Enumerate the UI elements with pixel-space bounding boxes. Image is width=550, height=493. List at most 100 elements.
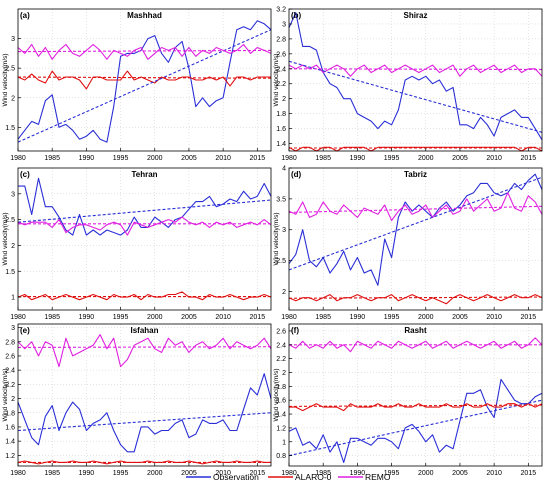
panel-title: Rasht xyxy=(404,326,427,335)
y-tick-label: 2.6 xyxy=(276,51,286,58)
panel-label: (b) xyxy=(291,11,302,20)
x-tick-label: 2015 xyxy=(250,155,266,162)
y-tick-label: 2.5 xyxy=(5,217,15,224)
x-tick-label: 1985 xyxy=(315,155,331,162)
y-tick-label: 2.4 xyxy=(276,66,286,73)
series-line-observation xyxy=(288,12,543,141)
panel-5: 1980 1985 1990 1995 2000 2005 2010 2015 0.8 1 1.2 1… xyxy=(273,323,543,477)
y-tick-label: 1.6 xyxy=(276,398,286,405)
y-axis-label: Wind velocity(m/s) xyxy=(2,212,9,265)
y-tick-label: 2.4 xyxy=(5,368,15,375)
trend-line-alaro xyxy=(288,404,543,407)
plot-frame xyxy=(288,323,543,467)
x-tick-label: 1995 xyxy=(113,470,129,477)
x-tick-label: 2005 xyxy=(452,155,468,162)
y-tick-label: 1.6 xyxy=(5,424,15,431)
x-tick-label: 2000 xyxy=(147,470,163,477)
y-tick-label: 3 xyxy=(282,227,286,234)
trend-line-remo xyxy=(17,49,272,53)
x-tick-label: 1980 xyxy=(10,470,26,477)
x-tick-label: 2015 xyxy=(521,314,537,321)
panel-1: 1980 1985 1990 1995 2000 2005 2010 2015 1.4 1.6 1.… xyxy=(273,7,543,162)
trend-line-observation xyxy=(17,412,272,432)
y-tick-label: 2.4 xyxy=(276,342,286,349)
x-tick-label: 1980 xyxy=(10,314,26,321)
y-tick-label: 3 xyxy=(282,21,286,28)
panel-title: Isfahan xyxy=(130,326,158,335)
y-tick-label: 2.2 xyxy=(276,356,286,363)
trend-line-remo xyxy=(17,346,272,348)
x-tick-label: 1985 xyxy=(44,155,60,162)
panel-2: 1980 1985 1990 1995 2000 2005 2010 2015 1 1.5 2 2.5… xyxy=(2,167,272,321)
y-tick-label: 2 xyxy=(282,96,286,103)
trend-line-observation xyxy=(288,399,543,457)
x-tick-label: 1995 xyxy=(384,470,400,477)
series-line-alaro xyxy=(17,291,272,301)
y-tick-label: 1.4 xyxy=(5,439,15,446)
y-tick-label: 1.4 xyxy=(276,141,286,148)
x-tick-label: 2000 xyxy=(418,155,434,162)
panel-label: (a) xyxy=(20,11,30,20)
y-tick-label: 2.2 xyxy=(276,81,286,88)
y-tick-label: 2 xyxy=(11,396,15,403)
x-tick-label: 2015 xyxy=(250,314,266,321)
x-tick-label: 1980 xyxy=(281,155,297,162)
series-line-remo xyxy=(288,64,543,77)
x-tick-label: 1980 xyxy=(281,314,297,321)
panel-label: (c) xyxy=(20,170,30,179)
panel-title: Mashhad xyxy=(127,11,162,20)
panel-label: (f) xyxy=(291,326,299,335)
panel-4: 1980 1985 1990 1995 2000 2005 2010 2015 1.2 1.4 1.… xyxy=(2,323,272,477)
series-line-remo xyxy=(17,216,272,236)
trend-line-alaro xyxy=(17,76,272,79)
series-line-observation xyxy=(18,177,272,236)
x-tick-label: 2000 xyxy=(147,314,163,321)
y-tick-label: 1 xyxy=(282,439,286,446)
y-tick-label: 2 xyxy=(11,95,15,102)
x-tick-label: 1990 xyxy=(79,314,95,321)
trend-line-remo xyxy=(288,205,543,214)
panel-3: 1980 1985 1990 1995 2000 2005 2010 2015 2 2.5 3 3.5… xyxy=(273,166,543,321)
x-tick-label: 1985 xyxy=(315,470,331,477)
y-axis-label: Wind velocity(m/s) xyxy=(273,212,280,265)
x-tick-label: 2005 xyxy=(452,470,468,477)
plot-frame xyxy=(288,8,543,152)
y-axis-label: Wind velocity(m/s) xyxy=(2,368,9,421)
y-tick-label: 1.6 xyxy=(276,126,286,133)
y-tick-label: 2.2 xyxy=(5,382,15,389)
series-line-observation xyxy=(288,173,543,286)
trend-line-observation xyxy=(17,199,272,223)
series-line-remo xyxy=(288,337,543,353)
x-tick-label: 2000 xyxy=(147,155,163,162)
series-line-remo xyxy=(288,192,543,222)
series-line-alaro xyxy=(288,294,543,305)
plot-frame xyxy=(17,8,272,152)
x-tick-label: 2005 xyxy=(181,314,197,321)
plot-frame xyxy=(17,167,272,311)
trend-line-remo xyxy=(288,68,543,71)
x-tick-label: 2010 xyxy=(486,155,502,162)
y-tick-label: 1.8 xyxy=(276,111,286,118)
x-tick-label: 2010 xyxy=(486,314,502,321)
y-tick-label: 2.6 xyxy=(5,353,15,360)
x-tick-label: 1980 xyxy=(10,155,26,162)
x-tick-label: 2000 xyxy=(418,470,434,477)
panel-label: (e) xyxy=(20,326,30,335)
x-tick-label: 1995 xyxy=(113,155,129,162)
trend-line-alaro xyxy=(288,296,543,299)
y-tick-label: 1.5 xyxy=(5,125,15,132)
x-tick-label: 1990 xyxy=(79,470,95,477)
series-line-alaro xyxy=(17,70,271,90)
x-tick-label: 2015 xyxy=(521,470,537,477)
x-tick-label: 2005 xyxy=(452,314,468,321)
y-tick-label: 2.5 xyxy=(276,258,286,265)
x-tick-label: 1990 xyxy=(350,314,366,321)
x-tick-label: 2015 xyxy=(521,155,537,162)
y-tick-label: 1.8 xyxy=(276,384,286,391)
panel-0: 1980 1985 1990 1995 2000 2005 2010 2015 1.5 2 2.5 3… xyxy=(2,8,272,162)
y-tick-label: 1.2 xyxy=(276,425,286,432)
y-axis-label: Wind velocity(m/s) xyxy=(2,53,9,106)
series-line-remo xyxy=(17,43,272,60)
panel-title: Tehran xyxy=(131,170,157,179)
x-tick-label: 1990 xyxy=(350,470,366,477)
